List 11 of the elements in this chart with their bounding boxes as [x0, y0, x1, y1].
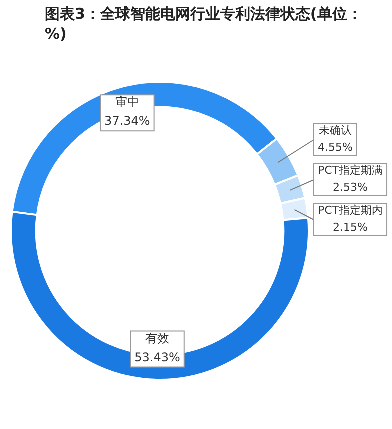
slice-label: 有效	[145, 331, 170, 346]
data-label: 2.15%	[333, 220, 368, 234]
slice-label: PCT指定期内	[318, 204, 384, 217]
slice-label: 审中	[115, 95, 140, 110]
data-label: 4.55%	[318, 140, 353, 154]
data-label: 53.43%	[134, 350, 180, 364]
chart-title: 图表3：全球智能电网行业专利法律状态(单位：%)	[45, 4, 364, 44]
data-label: 37.34%	[104, 114, 150, 128]
slice-label: 未确认	[318, 124, 352, 137]
data-label: 2.53%	[333, 180, 368, 194]
slice-label: PCT指定期满	[318, 164, 384, 177]
